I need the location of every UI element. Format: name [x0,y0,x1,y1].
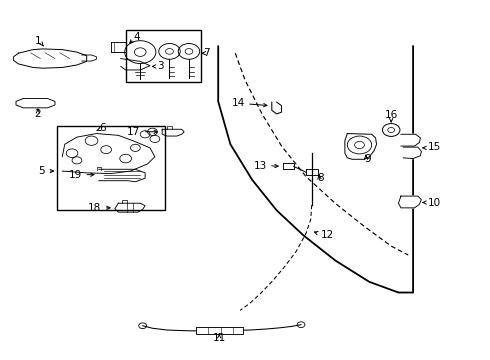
Text: 10: 10 [428,198,441,207]
Bar [196,327,243,334]
Text: 15: 15 [428,142,441,152]
Text: 13: 13 [254,161,267,171]
Polygon shape [14,49,87,68]
Polygon shape [162,129,184,136]
Text: 4: 4 [133,32,140,42]
Text: 1: 1 [35,36,41,46]
Bar [125,30,201,82]
Text: 17: 17 [127,127,140,137]
Text: 6: 6 [99,123,105,133]
Polygon shape [401,134,420,146]
Polygon shape [345,134,376,159]
Text: 19: 19 [69,170,82,180]
Polygon shape [111,42,125,52]
Text: 5: 5 [39,166,45,176]
Polygon shape [121,59,150,70]
Text: 2: 2 [35,109,41,119]
Polygon shape [306,169,318,175]
Polygon shape [99,169,145,182]
Bar [57,126,165,210]
Text: 7: 7 [203,48,210,58]
Text: 16: 16 [385,110,398,120]
Text: 12: 12 [320,230,334,240]
Text: 11: 11 [213,333,226,343]
Polygon shape [115,203,145,212]
Text: 18: 18 [88,203,101,213]
Polygon shape [398,196,421,208]
Polygon shape [16,99,55,108]
Text: 14: 14 [232,98,245,108]
Text: 3: 3 [157,62,164,71]
Polygon shape [403,147,421,158]
Polygon shape [283,163,294,169]
Text: 8: 8 [317,173,324,183]
Text: 9: 9 [365,154,371,164]
